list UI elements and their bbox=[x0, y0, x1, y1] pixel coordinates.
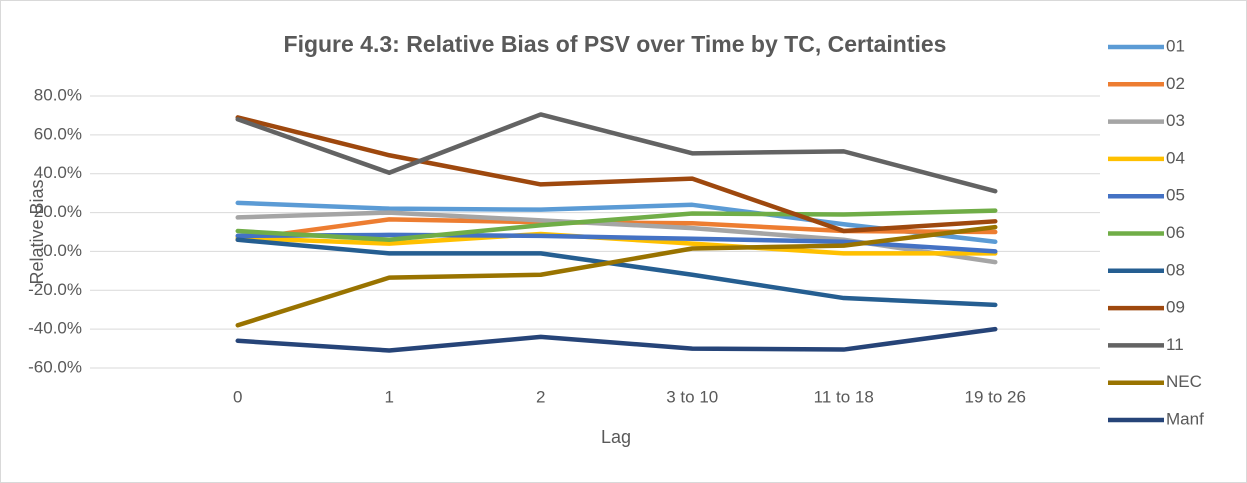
y-tick-label: 20.0% bbox=[34, 202, 82, 221]
series-line bbox=[235, 115, 998, 234]
y-axis-label: Relative Bias bbox=[27, 179, 47, 284]
y-tick-label: 40.0% bbox=[34, 163, 82, 182]
series-line bbox=[235, 237, 998, 308]
y-tick-label: 0.0% bbox=[43, 241, 82, 260]
legend-label: NEC bbox=[1166, 372, 1202, 391]
y-tick-label: -40.0% bbox=[28, 319, 82, 338]
x-axis-label: Lag bbox=[601, 427, 631, 447]
legend-label: Manf bbox=[1166, 409, 1204, 428]
x-tick-label: 19 to 26 bbox=[965, 387, 1026, 406]
legend-label: 02 bbox=[1166, 74, 1185, 93]
x-tick-label: 0 bbox=[233, 387, 242, 406]
legend-label: 09 bbox=[1166, 298, 1185, 317]
legend-label: 05 bbox=[1166, 186, 1185, 205]
y-tick-label: -20.0% bbox=[28, 280, 82, 299]
x-tick-label: 2 bbox=[536, 387, 545, 406]
legend-label: 11 bbox=[1166, 335, 1184, 354]
legend-label: 08 bbox=[1166, 260, 1185, 279]
y-tick-label: 80.0% bbox=[34, 85, 82, 104]
series-line bbox=[235, 208, 998, 243]
x-tick-label: 1 bbox=[385, 387, 394, 406]
y-tick-label: -60.0% bbox=[28, 357, 82, 376]
legend-label: 01 bbox=[1166, 36, 1185, 55]
y-tick-label: 60.0% bbox=[34, 124, 82, 143]
chart-title: Figure 4.3: Relative Bias of PSV over Ti… bbox=[284, 31, 947, 57]
legend-label: 04 bbox=[1166, 148, 1185, 167]
x-tick-label: 11 to 18 bbox=[814, 387, 874, 406]
series-line bbox=[235, 200, 998, 244]
legend-label: 03 bbox=[1166, 111, 1185, 130]
legend-label: 06 bbox=[1166, 223, 1185, 242]
series-line bbox=[235, 112, 998, 194]
x-tick-label: 3 to 10 bbox=[666, 387, 718, 406]
series-line bbox=[235, 326, 998, 353]
series-line bbox=[235, 224, 998, 328]
